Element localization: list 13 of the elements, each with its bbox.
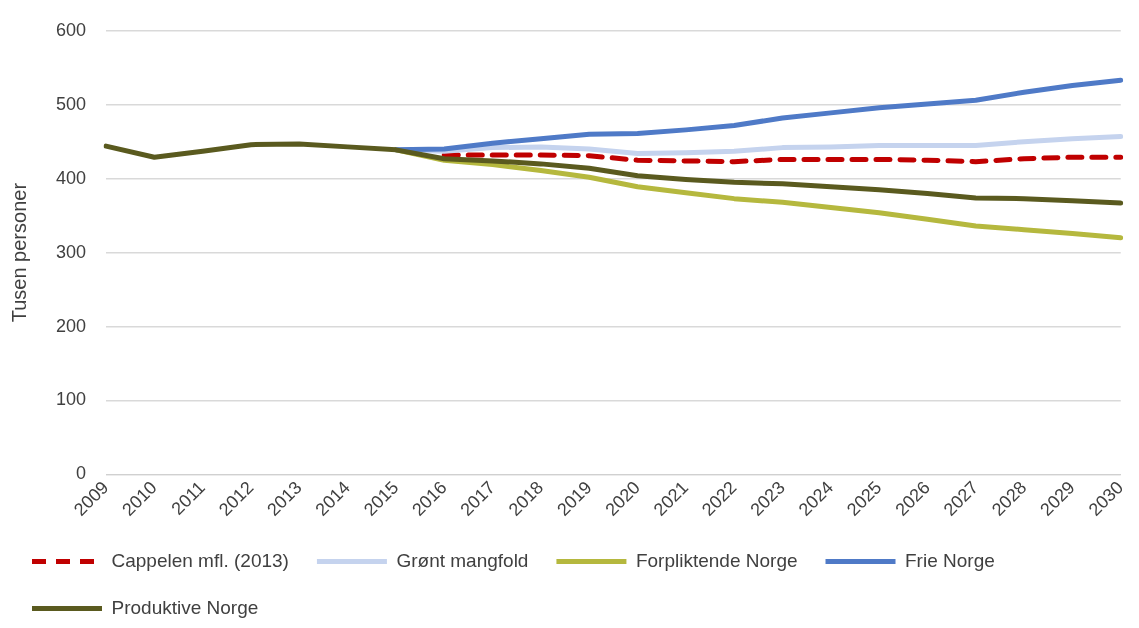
y-tick-label: 0 — [76, 463, 87, 484]
y-axis-title: Tusen personer — [7, 182, 30, 323]
legend-label: Forpliktende Norge — [635, 549, 798, 571]
y-tick-label: 100 — [55, 389, 87, 410]
legend-label: Cappelen mfl. (2013) — [111, 549, 289, 571]
legend-label: Frie Norge — [905, 549, 995, 571]
y-tick-label: 200 — [55, 315, 87, 336]
y-tick-label: 300 — [55, 241, 87, 262]
legend-label: Grønt mangfold — [396, 549, 529, 571]
legend-label: Produktive Norge — [111, 596, 259, 618]
y-tick-label: 500 — [55, 93, 87, 114]
y-tick-label: 400 — [55, 167, 87, 188]
y-tick-label: 600 — [55, 19, 87, 40]
